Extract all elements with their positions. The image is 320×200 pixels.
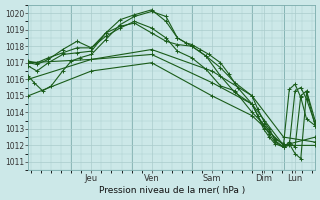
- X-axis label: Pression niveau de la mer( hPa ): Pression niveau de la mer( hPa ): [99, 186, 245, 195]
